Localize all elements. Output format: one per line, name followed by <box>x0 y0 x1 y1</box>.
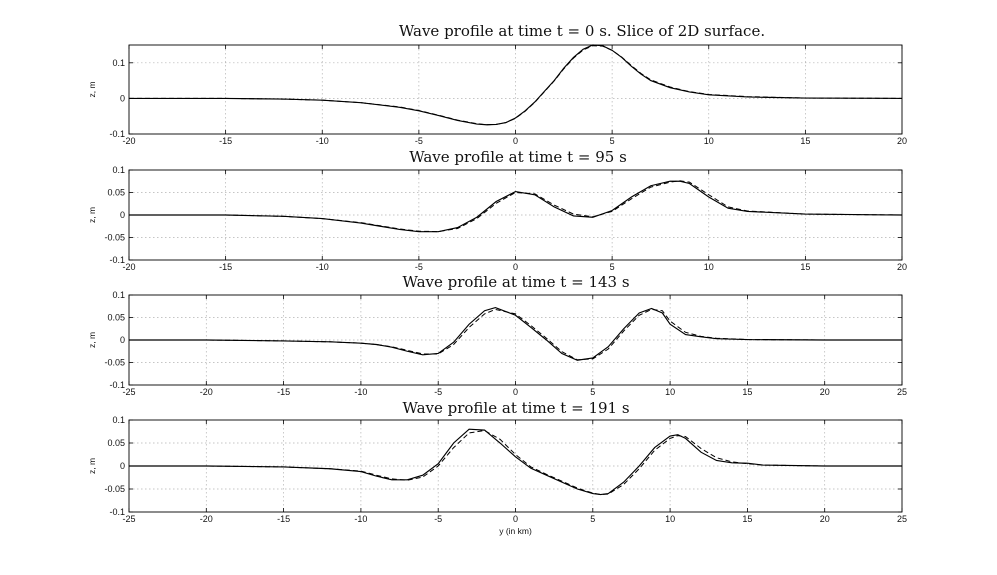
y-tick-label: -0.1 <box>109 380 125 390</box>
y-axis-label: z, m <box>87 332 97 348</box>
x-tick-label: 20 <box>820 514 830 524</box>
x-tick-label: -20 <box>122 262 135 272</box>
x-tick-label: 15 <box>800 262 810 272</box>
wave-panel-3: Wave profile at time t = 143 s -25 -20 -15 -… <box>87 273 907 397</box>
x-tick-label: -25 <box>122 387 135 397</box>
x-tick-label: 0 <box>513 136 518 146</box>
y-tick-label: 0.05 <box>107 438 125 448</box>
y-tick-label: -0.1 <box>109 129 125 139</box>
y-tick-label: 0 <box>120 335 125 345</box>
y-axis-label: z, m <box>87 207 97 223</box>
x-tick-label: -10 <box>316 262 329 272</box>
wave-series-solid-line <box>129 428 902 496</box>
y-tick-label: 0 <box>120 461 125 471</box>
x-tick-label: 15 <box>800 136 810 146</box>
x-tick-label: 15 <box>742 387 752 397</box>
x-tick-label: -25 <box>122 514 135 524</box>
x-tick-label: -5 <box>415 136 423 146</box>
y-tick-label: -0.1 <box>109 255 125 265</box>
panel-title: Wave profile at time t = 95 s <box>409 148 627 166</box>
wave-series-dashed-line <box>129 45 903 126</box>
y-axis-label: z, m <box>87 458 97 474</box>
y-tick-label: 0.1 <box>112 290 125 300</box>
y-tick-label: -0.05 <box>104 358 125 368</box>
x-tick-label: -10 <box>316 136 329 146</box>
x-tick-label: 5 <box>590 514 595 524</box>
wave-series-dashed-line <box>129 308 902 361</box>
x-axis-label: y (in km) <box>499 526 532 536</box>
x-tick-label: 20 <box>897 262 907 272</box>
y-tick-label: -0.05 <box>104 484 125 494</box>
x-tick-label: 10 <box>665 387 675 397</box>
x-tick-label: 0 <box>513 514 518 524</box>
x-tick-label: 10 <box>704 136 714 146</box>
wave-panel-1: Wave profile at time t = 0 s. Slice of 2… <box>87 22 907 146</box>
x-tick-label: -15 <box>277 387 290 397</box>
x-tick-label: -20 <box>122 136 135 146</box>
y-tick-label: 0 <box>120 210 125 220</box>
x-tick-label: 10 <box>704 262 714 272</box>
x-tick-label: 20 <box>897 136 907 146</box>
y-tick-label: 0 <box>120 93 125 103</box>
y-tick-label: 0.1 <box>112 58 125 68</box>
x-tick-label: -15 <box>277 514 290 524</box>
x-tick-label: 25 <box>897 387 907 397</box>
x-tick-label: -20 <box>200 514 213 524</box>
x-tick-label: 15 <box>742 514 752 524</box>
x-tick-label: -10 <box>354 514 367 524</box>
x-tick-label: -15 <box>219 262 232 272</box>
y-tick-label: -0.05 <box>104 233 125 243</box>
wave-series-dashed-line <box>129 430 902 496</box>
panel-title: Wave profile at time t = 191 s <box>402 399 629 417</box>
y-axis-label: z, m <box>87 81 97 97</box>
x-tick-label: -5 <box>434 514 442 524</box>
x-tick-label: 20 <box>820 387 830 397</box>
y-tick-label: 0.05 <box>107 188 125 198</box>
x-tick-label: 5 <box>590 387 595 397</box>
x-tick-label: 0 <box>513 262 518 272</box>
x-tick-label: -15 <box>219 136 232 146</box>
wave-panel-2: Wave profile at time t = 95 s -20 -15 -10 -5… <box>87 148 907 272</box>
y-tick-label: 0.05 <box>107 313 125 323</box>
panel-title: Wave profile at time t = 143 s <box>402 273 629 291</box>
wave-series-solid-line <box>129 44 903 126</box>
x-tick-label: 25 <box>897 514 907 524</box>
y-tick-label: 0.1 <box>112 415 125 425</box>
x-tick-label: 5 <box>610 262 615 272</box>
x-tick-label: -10 <box>354 387 367 397</box>
wave-panel-4: Wave profile at time t = 191 s -25 -20 -15 -… <box>87 399 907 536</box>
x-tick-label: 5 <box>610 136 615 146</box>
y-tick-label: -0.1 <box>109 507 125 517</box>
x-tick-label: -5 <box>434 387 442 397</box>
x-tick-label: 10 <box>665 514 675 524</box>
wave-series-dashed-line <box>129 180 903 233</box>
panel-title: Wave profile at time t = 0 s. Slice of 2… <box>399 22 765 40</box>
x-tick-label: 0 <box>513 387 518 397</box>
x-tick-label: -5 <box>415 262 423 272</box>
y-tick-label: 0.1 <box>112 165 125 175</box>
x-tick-label: -20 <box>200 387 213 397</box>
